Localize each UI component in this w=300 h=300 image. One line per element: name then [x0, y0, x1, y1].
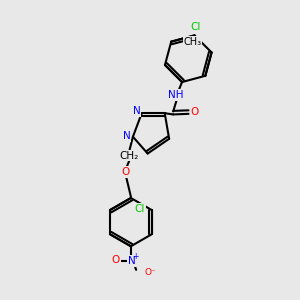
Text: CH₃: CH₃: [184, 37, 202, 46]
Text: Cl: Cl: [135, 204, 145, 214]
Text: N: N: [133, 106, 140, 116]
Text: O: O: [111, 255, 120, 266]
Text: +: +: [132, 252, 139, 261]
Text: NH: NH: [167, 90, 183, 100]
Text: O: O: [121, 167, 129, 177]
Text: O⁻: O⁻: [144, 268, 156, 277]
Text: N: N: [123, 131, 130, 141]
Text: N: N: [128, 256, 135, 266]
Text: O: O: [191, 107, 199, 117]
Text: Cl: Cl: [191, 22, 201, 32]
Text: CH₂: CH₂: [120, 151, 139, 160]
